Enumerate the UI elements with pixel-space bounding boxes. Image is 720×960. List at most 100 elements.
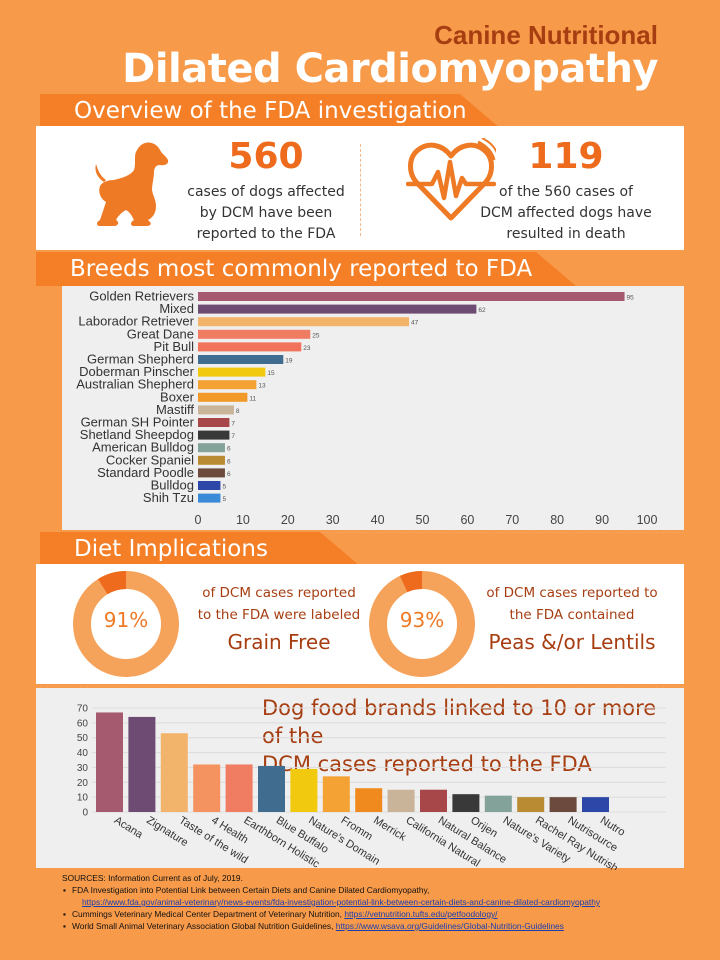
- dog-icon: [90, 134, 170, 234]
- brand-bar: [160, 733, 188, 812]
- source-item-tufts: Cummings Veterinary Medical Center Depar…: [63, 908, 702, 920]
- brand-bar: [387, 789, 415, 812]
- breed-x-tick: 10: [236, 513, 250, 527]
- brand-y-tick: 50: [77, 733, 89, 744]
- grain-free-donut-gap: [73, 571, 179, 677]
- grain-free-line-1: of DCM cases reported: [202, 585, 356, 601]
- breed-value-label: 7: [231, 421, 235, 428]
- breed-value-label: 5: [222, 484, 226, 491]
- peas-lentils-percent: 93%: [399, 608, 445, 632]
- breed-value-label: 5: [222, 496, 226, 503]
- breed-label: Great Dane: [127, 326, 194, 341]
- breed-value-label: 11: [249, 395, 256, 402]
- breed-bar: [198, 468, 225, 478]
- breed-label: Shih Tzu: [143, 490, 194, 505]
- breed-value-label: 8: [236, 408, 240, 415]
- breed-value-label: 19: [285, 358, 293, 365]
- breed-bar: [198, 367, 266, 377]
- breed-bar: [198, 380, 257, 390]
- cases-line-2: by DCM have been: [199, 205, 333, 221]
- grain-free-percent: 91%: [103, 608, 149, 632]
- breed-x-tick: 0: [195, 513, 202, 527]
- brand-label: Acana: [112, 814, 146, 841]
- breed-bar: [198, 418, 230, 427]
- breed-label: Pit Bull: [154, 339, 195, 354]
- deaths-count: 119: [528, 136, 604, 177]
- breed-bar: [198, 405, 234, 415]
- breeds-heading: Breeds most commonly reported to FDA: [36, 252, 576, 286]
- stat-divider: [360, 144, 361, 236]
- brand-bar: [549, 797, 577, 812]
- brand-bar: [225, 764, 253, 812]
- brand-bar: [322, 776, 350, 812]
- brand-bar: [582, 797, 609, 812]
- breed-value-label: 62: [478, 307, 486, 314]
- sources: SOURCES: Information Current as of July,…: [62, 872, 702, 932]
- breed-x-tick: 80: [550, 513, 564, 527]
- source-item-wsava: World Small Animal Veterinary Associatio…: [63, 920, 702, 932]
- breed-label: Mastiff: [156, 402, 194, 417]
- source-tufts-link[interactable]: https://vetnutrition.tufts.edu/petfoodol…: [344, 909, 498, 919]
- brand-bar: [484, 795, 512, 812]
- breed-bar: [198, 304, 477, 314]
- breed-label: Bulldog: [151, 478, 194, 493]
- deaths-line-2: DCM affected dogs have: [480, 205, 652, 221]
- header-title: Dilated Cardiomyopathy: [122, 46, 658, 92]
- breed-x-tick: 100: [637, 513, 658, 527]
- grain-free-donut: [73, 571, 179, 677]
- breeds-panel: [62, 286, 684, 530]
- grain-free-text: of DCM cases reported to the FDA were la…: [186, 582, 372, 626]
- source-wsava-text: World Small Animal Veterinary Associatio…: [72, 921, 334, 931]
- breed-label: Laborador Retriever: [78, 314, 194, 329]
- breed-label: Golden Retrievers: [89, 289, 194, 304]
- breed-x-tick: 30: [326, 513, 340, 527]
- breed-bar: [198, 317, 410, 327]
- brand-bar: [96, 712, 123, 812]
- breed-bar: [198, 493, 221, 503]
- brand-bar: [128, 716, 156, 812]
- breed-value-label: 15: [267, 370, 275, 377]
- overview-panel: 560 cases of dogs affected by DCM have b…: [36, 126, 684, 250]
- breed-x-tick: 90: [595, 513, 609, 527]
- breed-label: German Shepherd: [87, 352, 194, 367]
- peas-lentils-label: Peas &/or Lentils: [488, 630, 656, 654]
- breed-bar: [198, 392, 248, 402]
- brand-bar: [193, 764, 221, 812]
- brand-y-tick: 70: [77, 704, 89, 715]
- brand-bar: [452, 794, 480, 812]
- deaths-line-3: resulted in death: [506, 226, 626, 242]
- breed-label: Cocker Spaniel: [106, 452, 194, 467]
- deaths-line-1: of the 560 cases of: [499, 184, 633, 200]
- deaths-description: of the 560 cases of DCM affected dogs ha…: [466, 182, 666, 245]
- brand-bar: [355, 788, 383, 812]
- section-divider-1: [40, 532, 684, 533]
- breed-label: Doberman Pinscher: [79, 364, 195, 379]
- source-tufts-text: Cummings Veterinary Medical Center Depar…: [72, 909, 342, 919]
- brand-bar: [517, 797, 545, 812]
- breed-value-label: 95: [627, 295, 635, 302]
- breed-x-tick: 60: [460, 513, 474, 527]
- peas-lentils-line-2: the FDA contained: [509, 607, 635, 623]
- breed-bar: [198, 430, 230, 440]
- peas-lentils-donut: [369, 571, 475, 677]
- breed-x-tick: 40: [371, 513, 385, 527]
- sources-list: FDA Investigation into Potential Link be…: [62, 884, 702, 932]
- breed-bar: [198, 481, 221, 490]
- cases-line-3: reported to the FDA: [196, 226, 336, 242]
- breed-bar: [198, 292, 625, 301]
- header-subtitle: Canine Nutritional: [434, 20, 658, 50]
- source-fda-link[interactable]: https://www.fda.gov/animal-veterinary/ne…: [82, 897, 601, 907]
- source-wsava-link[interactable]: https://www.wsava.org/Guidelines/Global-…: [335, 921, 564, 931]
- breed-value-label: 47: [411, 320, 419, 327]
- breed-bar: [198, 443, 225, 453]
- brand-bar: [420, 789, 447, 812]
- breed-x-tick: 20: [281, 513, 295, 527]
- breed-label: Shetland Sheepdog: [80, 427, 194, 442]
- peas-lentils-donut-gap: [369, 571, 475, 677]
- brand-y-tick: 30: [77, 763, 89, 774]
- diet-panel: 91% of DCM cases reported to the FDA wer…: [36, 564, 684, 684]
- diet-heading: Diet Implications: [40, 532, 360, 566]
- breed-label: American Bulldog: [92, 440, 194, 455]
- grain-free-label: Grain Free: [227, 630, 331, 654]
